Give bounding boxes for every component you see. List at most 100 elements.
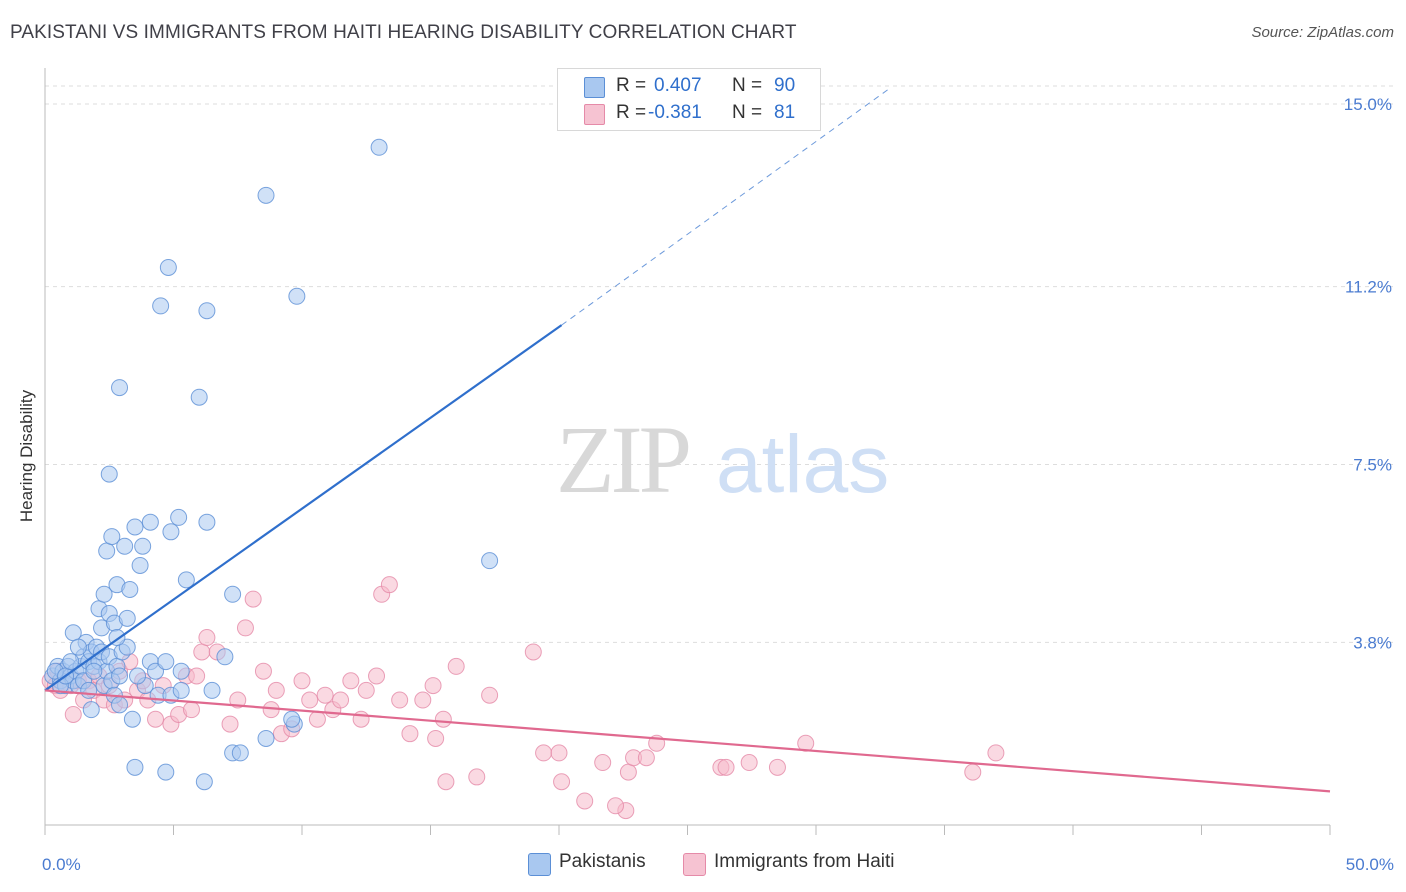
r-label: R = bbox=[616, 102, 647, 123]
haiti-point bbox=[244, 590, 262, 608]
pakistani-point bbox=[134, 537, 152, 555]
haiti-point bbox=[447, 657, 465, 675]
pakistani-point bbox=[231, 744, 249, 762]
haiti-point bbox=[524, 643, 542, 661]
pakistani-point bbox=[95, 585, 113, 603]
n-label: N = bbox=[732, 75, 763, 96]
pakistani-point bbox=[195, 773, 213, 791]
pakistani-point bbox=[177, 571, 195, 589]
legend-swatch-blue bbox=[528, 853, 551, 876]
pakistani-point bbox=[157, 653, 175, 671]
haiti-point bbox=[229, 691, 247, 709]
haiti-point bbox=[380, 576, 398, 594]
pakistani-point bbox=[129, 667, 147, 685]
pakistani-point bbox=[288, 287, 306, 305]
haiti-point bbox=[987, 744, 1005, 762]
haiti-point bbox=[193, 643, 211, 661]
haiti-point bbox=[424, 677, 442, 695]
pakistani-point bbox=[370, 138, 388, 156]
r-label: R = bbox=[616, 75, 647, 96]
y-tick-label: 11.2% bbox=[1345, 278, 1392, 297]
haiti-point bbox=[619, 763, 637, 781]
pakistanis-swatch bbox=[584, 77, 605, 98]
haiti-point bbox=[414, 691, 432, 709]
pakistani-point bbox=[224, 585, 242, 603]
pakistani-point bbox=[162, 523, 180, 541]
x-tick-label: 50.0% bbox=[1346, 855, 1394, 874]
haiti-point bbox=[267, 681, 285, 699]
source-credit: Source: ZipAtlas.com bbox=[1251, 24, 1394, 41]
stats-row-pakistanis: R = 0.407 N = 90 bbox=[558, 75, 820, 99]
pakistanis-trend-line bbox=[44, 324, 563, 692]
pakistani-point bbox=[257, 729, 275, 747]
pakistani-point bbox=[85, 662, 103, 680]
haiti-point bbox=[481, 686, 499, 704]
haiti-point bbox=[342, 672, 360, 690]
haiti-point bbox=[64, 705, 82, 723]
pakistani-point bbox=[283, 710, 301, 728]
haiti-point bbox=[357, 681, 375, 699]
haiti-point bbox=[594, 754, 612, 772]
stats-box: R = 0.407 N = 90 R = -0.381 N = 81 bbox=[557, 68, 821, 131]
n-value: 90 bbox=[774, 75, 796, 96]
pakistani-point bbox=[62, 653, 80, 671]
haiti-point bbox=[308, 710, 326, 728]
pakistani-point bbox=[157, 763, 175, 781]
pakistani-point bbox=[131, 556, 149, 574]
pakistani-point bbox=[111, 667, 129, 685]
haiti-swatch bbox=[584, 104, 605, 125]
haiti-point bbox=[188, 667, 206, 685]
haiti-point bbox=[221, 715, 239, 733]
chart-title: PAKISTANI VS IMMIGRANTS FROM HAITI HEARI… bbox=[10, 22, 797, 43]
pakistani-point bbox=[82, 701, 100, 719]
pakistani-point bbox=[64, 624, 82, 642]
pakistani-point bbox=[118, 609, 136, 627]
haiti-point bbox=[254, 662, 272, 680]
watermark: ZIP atlas bbox=[556, 406, 889, 513]
legend-swatch-pink bbox=[683, 853, 706, 876]
pakistani-point bbox=[152, 297, 170, 315]
haiti-point bbox=[607, 797, 625, 815]
haiti-point bbox=[368, 667, 386, 685]
haiti-point bbox=[316, 686, 334, 704]
haiti-point bbox=[434, 710, 452, 728]
haiti-point bbox=[535, 744, 553, 762]
haiti-point bbox=[293, 672, 311, 690]
legend-label: Pakistanis bbox=[559, 851, 646, 872]
haiti-point bbox=[576, 792, 594, 810]
pakistani-point bbox=[172, 681, 190, 699]
pakistani-point bbox=[80, 681, 98, 699]
pakistani-point bbox=[111, 379, 129, 397]
y-tick-label: 7.5% bbox=[1353, 456, 1392, 475]
haiti-point bbox=[427, 729, 445, 747]
y-tick-label: 3.8% bbox=[1353, 633, 1392, 652]
data-points bbox=[41, 138, 1005, 820]
pakistani-point bbox=[116, 537, 134, 555]
haiti-point bbox=[198, 629, 216, 647]
pakistanis-trend-extension bbox=[561, 89, 889, 326]
haiti-point bbox=[797, 734, 815, 752]
pakistani-point bbox=[172, 662, 190, 680]
pakistani-point bbox=[126, 518, 144, 536]
pakistani-point bbox=[69, 638, 87, 656]
pakistani-point bbox=[198, 513, 216, 531]
haiti-point bbox=[391, 691, 409, 709]
pakistani-point bbox=[121, 580, 139, 598]
haiti-point bbox=[550, 744, 568, 762]
n-label: N = bbox=[732, 102, 763, 123]
x-tick-label: 0.0% bbox=[42, 855, 81, 874]
pakistani-point bbox=[103, 528, 121, 546]
r-value: 0.407 bbox=[654, 75, 702, 96]
haiti-point bbox=[301, 691, 319, 709]
n-value: 81 bbox=[774, 102, 796, 123]
haiti-point bbox=[147, 710, 165, 728]
haiti-point bbox=[352, 710, 370, 728]
stats-row-haiti: R = -0.381 N = 81 bbox=[558, 102, 820, 126]
haiti-point bbox=[768, 758, 786, 776]
pakistani-point bbox=[123, 710, 141, 728]
pakistani-point bbox=[111, 696, 129, 714]
pakistani-point bbox=[257, 186, 275, 204]
haiti-point bbox=[637, 749, 655, 767]
pakistani-point bbox=[203, 681, 221, 699]
